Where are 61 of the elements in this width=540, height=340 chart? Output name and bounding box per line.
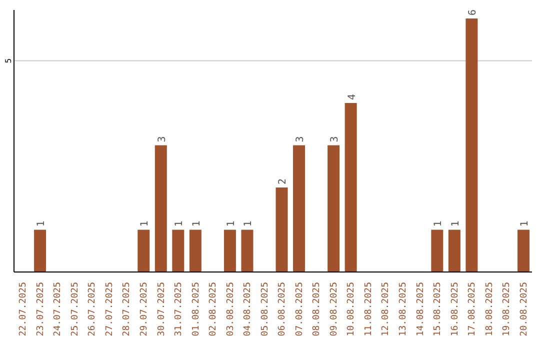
- bar: [517, 230, 530, 272]
- bar: [466, 18, 478, 272]
- x-tick-label: 29.07.2025: [140, 282, 150, 336]
- x-tick-label: 08.08.2025: [312, 282, 322, 336]
- x-tick-label: 25.07.2025: [70, 282, 80, 336]
- x-tick-label: 26.07.2025: [88, 282, 98, 336]
- x-tick-label: 30.07.2025: [156, 282, 167, 336]
- x-tick-label: 05.08.2025: [260, 282, 270, 336]
- bar: [138, 230, 150, 272]
- data-label: 2: [278, 178, 289, 184]
- x-tick-label: 18.08.2025: [484, 282, 495, 336]
- x-tick-label: 06.08.2025: [278, 282, 288, 336]
- x-tick-label: 02.08.2025: [208, 282, 219, 336]
- data-label: 1: [433, 220, 444, 227]
- data-label: 1: [519, 220, 530, 227]
- data-label: 1: [226, 220, 237, 227]
- x-tick-label: 28.07.2025: [122, 282, 132, 336]
- data-label: 1: [140, 220, 151, 227]
- bar: [172, 230, 184, 272]
- x-tick-label: 22.07.2025: [18, 282, 29, 336]
- bar: [241, 230, 254, 272]
- bar: [154, 145, 167, 272]
- data-label: 3: [330, 136, 341, 142]
- x-tick-label: 11.08.2025: [364, 282, 374, 336]
- x-tick-label: 03.08.2025: [226, 282, 236, 336]
- data-label: 3: [295, 136, 306, 142]
- x-tick-label: 12.08.2025: [381, 282, 392, 336]
- x-tick-label: 10.08.2025: [346, 282, 357, 336]
- bar: [431, 230, 444, 272]
- data-label: 1: [243, 220, 254, 227]
- bar: [344, 102, 357, 272]
- x-tick-label: 13.08.2025: [398, 282, 408, 336]
- x-tick-label: 04.08.2025: [243, 282, 254, 336]
- bar: [189, 230, 202, 272]
- data-label: 1: [36, 220, 48, 227]
- data-label: 6: [468, 9, 479, 16]
- data-label: 1: [191, 220, 202, 227]
- bar: [328, 145, 340, 272]
- x-tick-label: 19.08.2025: [502, 282, 512, 336]
- bar: [448, 230, 460, 272]
- x-tick-label: 17.08.2025: [468, 282, 478, 336]
- x-tick-label: 14.08.2025: [416, 282, 426, 336]
- data-label: 4: [346, 94, 358, 100]
- bar: [34, 230, 46, 272]
- x-tick-label: 20.08.2025: [519, 282, 530, 336]
- x-tick-label: 01.08.2025: [191, 282, 202, 336]
- data-label: 3: [156, 136, 168, 142]
- y-tick-label: 5: [4, 58, 13, 64]
- x-tick-label: 07.08.2025: [294, 282, 305, 336]
- x-tick-label: 27.07.2025: [104, 282, 115, 336]
- x-tick-label: 16.08.2025: [450, 282, 460, 336]
- bar: [224, 230, 236, 272]
- x-tick-label: 24.07.2025: [53, 282, 64, 336]
- x-tick-label: 15.08.2025: [433, 282, 444, 336]
- data-label: 1: [174, 220, 186, 227]
- bar: [276, 187, 288, 272]
- x-tick-label: 09.08.2025: [329, 282, 340, 336]
- bar: [293, 145, 306, 272]
- data-label: 1: [450, 220, 462, 227]
- x-tick-label: 23.07.2025: [36, 282, 46, 336]
- x-tick-label: 31.07.2025: [174, 282, 184, 336]
